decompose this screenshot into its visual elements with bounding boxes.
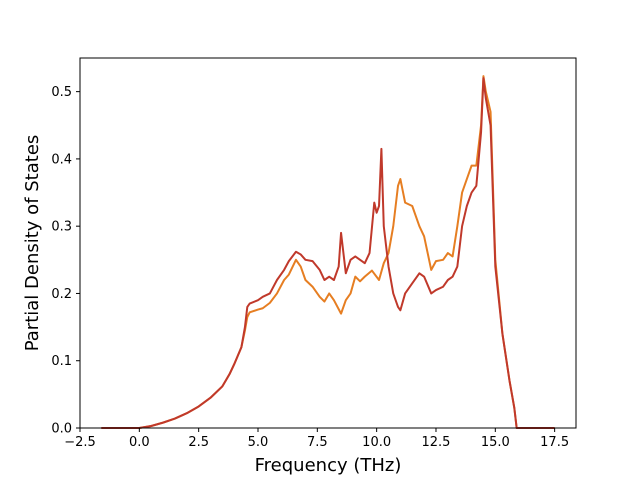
y-tick-label: 0.4 <box>51 152 72 167</box>
x-tick-label: 12.5 <box>422 435 451 450</box>
x-tick-label: 17.5 <box>540 435 569 450</box>
series-line-2 <box>101 77 555 429</box>
series-layer <box>101 75 555 429</box>
y-axis-title: Partial Density of States <box>22 135 43 352</box>
x-tick-label: 10.0 <box>362 435 391 450</box>
y-tick-label: 0.0 <box>51 422 72 437</box>
x-axis-title: Frequency (THz) <box>255 455 402 476</box>
x-tick-label: 15.0 <box>481 435 510 450</box>
x-tick-label: 7.5 <box>307 435 328 450</box>
x-tick-label: 0.0 <box>129 435 150 450</box>
x-tick-label: 5.0 <box>248 435 269 450</box>
y-tick-label: 0.3 <box>51 220 72 235</box>
x-tick-label: −2.5 <box>64 435 96 450</box>
x-tick-label: 2.5 <box>188 435 209 450</box>
x-axis-ticks: −2.5 0.0 2.5 5.0 7.5 10.0 12.5 15.0 17.5 <box>64 428 569 450</box>
y-tick-label: 0.2 <box>51 287 72 302</box>
y-tick-label: 0.5 <box>51 85 72 100</box>
y-tick-label: 0.1 <box>51 354 72 369</box>
y-axis-ticks: 0.0 0.1 0.2 0.3 0.4 0.5 <box>51 85 80 437</box>
plot-frame <box>79 57 577 429</box>
